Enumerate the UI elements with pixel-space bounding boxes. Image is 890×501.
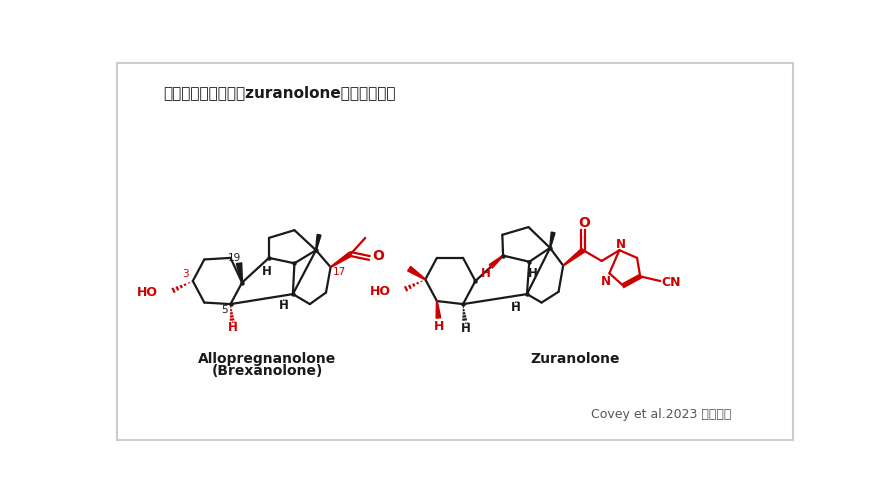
Polygon shape <box>490 256 504 269</box>
Text: Zuranolone: Zuranolone <box>530 351 620 365</box>
Text: アロプレグナロンとzuranoloneの化学構造式: アロプレグナロンとzuranoloneの化学構造式 <box>164 85 396 100</box>
Text: O: O <box>372 248 384 263</box>
Text: Ḧ: Ḧ <box>460 321 470 334</box>
Text: Covey et al.2023 より引用: Covey et al.2023 より引用 <box>591 407 732 420</box>
Polygon shape <box>550 232 555 248</box>
Text: Ḧ: Ḧ <box>279 299 288 312</box>
Text: H: H <box>262 264 271 277</box>
Text: 17: 17 <box>333 267 346 277</box>
Text: 5: 5 <box>221 305 228 315</box>
Polygon shape <box>330 253 352 268</box>
Text: H: H <box>481 267 491 280</box>
Text: Allopregnanolone: Allopregnanolone <box>198 351 336 365</box>
Polygon shape <box>237 264 242 283</box>
Text: N: N <box>601 274 611 287</box>
Polygon shape <box>562 249 585 267</box>
Text: CN: CN <box>661 275 681 288</box>
Text: H: H <box>434 320 444 333</box>
Text: HO: HO <box>369 284 391 297</box>
Text: O: O <box>578 216 590 230</box>
Text: H: H <box>528 267 538 280</box>
Text: N: N <box>616 237 626 250</box>
Text: Ḧ: Ḧ <box>228 320 238 333</box>
Polygon shape <box>436 302 441 319</box>
Text: 19: 19 <box>228 253 241 263</box>
Polygon shape <box>408 267 425 280</box>
Polygon shape <box>316 235 321 251</box>
Text: HO: HO <box>137 286 158 299</box>
Text: (Brexanolone): (Brexanolone) <box>212 363 323 377</box>
Text: 3: 3 <box>182 269 189 279</box>
Text: Ḧ: Ḧ <box>511 300 522 313</box>
